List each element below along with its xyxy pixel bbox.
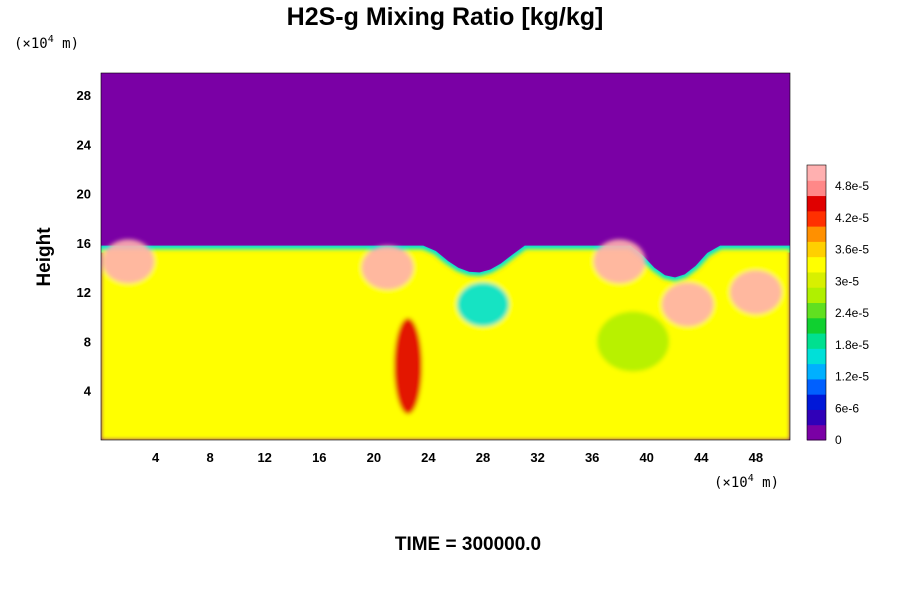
colorbar-tick-label: 4.2e-5 bbox=[835, 211, 869, 225]
colorbar-swatch bbox=[807, 195, 826, 212]
colorbar-swatch bbox=[807, 271, 826, 288]
y-tick-label: 24 bbox=[77, 137, 92, 152]
colorbar-tick-label: 2.4e-5 bbox=[835, 306, 869, 320]
field-feature bbox=[361, 245, 414, 290]
field-feature bbox=[729, 270, 782, 315]
colorbar-swatch bbox=[807, 210, 826, 227]
colorbar-swatch bbox=[807, 226, 826, 242]
y-unit-exponent: 4 bbox=[48, 34, 54, 45]
y-axis-ticks: 4 8 12 16 20 24 28 bbox=[77, 88, 92, 399]
y-tick-label: 4 bbox=[84, 384, 92, 399]
colorbar-frame bbox=[806, 164, 827, 441]
x-unit-label: (×104 m) bbox=[714, 473, 779, 491]
x-tick-label: 48 bbox=[749, 450, 763, 465]
x-unit-exponent: 4 bbox=[748, 473, 754, 484]
y-axis-label: Height bbox=[34, 227, 55, 287]
colorbar-swatch bbox=[807, 302, 826, 319]
colorbar-swatch bbox=[807, 394, 826, 410]
field-features bbox=[102, 239, 782, 415]
y-unit-prefix: (×10 bbox=[14, 36, 48, 52]
chart-title: H2S-g Mixing Ratio [kg/kg] bbox=[287, 3, 604, 31]
y-tick-label: 16 bbox=[77, 236, 91, 251]
colorbar-tick-label: 1.8e-5 bbox=[835, 338, 869, 352]
x-unit-prefix: (×10 bbox=[714, 475, 748, 491]
field-feature bbox=[597, 311, 670, 372]
y-unit-suffix: m) bbox=[54, 36, 79, 52]
colorbar-swatch bbox=[807, 165, 826, 181]
x-tick-label: 8 bbox=[206, 450, 213, 465]
x-tick-label: 36 bbox=[585, 450, 599, 465]
y-tick-label: 20 bbox=[77, 187, 91, 202]
x-unit-suffix: m) bbox=[754, 475, 779, 491]
colorbar-swatch bbox=[807, 241, 826, 258]
field-feature bbox=[661, 282, 714, 327]
colorbar-swatch bbox=[807, 333, 826, 349]
colorbar-swatch bbox=[807, 256, 826, 273]
colorbar-swatch bbox=[807, 363, 826, 380]
x-tick-label: 44 bbox=[694, 450, 709, 465]
lower-layer-fill bbox=[101, 249, 790, 440]
colorbar-swatch bbox=[807, 348, 826, 365]
colorbar-tick-label: 3.6e-5 bbox=[835, 243, 869, 257]
x-tick-label: 32 bbox=[530, 450, 544, 465]
colorbar-tick-label: 1.2e-5 bbox=[835, 370, 869, 384]
y-tick-label: 8 bbox=[84, 335, 91, 350]
field-feature bbox=[394, 318, 422, 415]
y-unit-label: (×104 m) bbox=[14, 34, 79, 52]
time-label: TIME = 300000.0 bbox=[395, 534, 541, 555]
colorbar-swatch bbox=[807, 317, 826, 334]
plot-area bbox=[101, 73, 790, 440]
colorbar-swatch bbox=[807, 424, 826, 441]
colorbar-tick-label: 0 bbox=[835, 433, 842, 447]
lower-layer bbox=[101, 239, 790, 440]
x-tick-label: 16 bbox=[312, 450, 326, 465]
colorbar-swatch bbox=[807, 378, 826, 395]
field-feature bbox=[457, 282, 509, 327]
field-feature bbox=[593, 239, 646, 284]
x-tick-label: 24 bbox=[421, 450, 436, 465]
colorbar-tick-label: 6e-6 bbox=[835, 401, 859, 415]
x-tick-label: 20 bbox=[367, 450, 381, 465]
colorbar-tick-label: 4.8e-5 bbox=[835, 179, 869, 193]
field-feature bbox=[102, 239, 155, 284]
colorbar: 0 6e-6 1.2e-5 1.8e-5 2.4e-5 3e-5 3.6e-5 4.2e-5 4… bbox=[806, 164, 869, 447]
colorbar-swatch bbox=[807, 287, 826, 303]
plot-frame bbox=[100, 72, 791, 441]
colorbar-swatch bbox=[807, 180, 826, 197]
x-axis-ticks: 4 8 12 16 20 24 28 32 36 40 44 48 bbox=[152, 450, 763, 465]
y-tick-label: 12 bbox=[77, 285, 91, 300]
colorbar-tick-label: 3e-5 bbox=[835, 274, 859, 288]
y-tick-label: 28 bbox=[77, 88, 91, 103]
x-tick-label: 28 bbox=[476, 450, 490, 465]
colorbar-swatch bbox=[807, 409, 826, 426]
x-tick-label: 12 bbox=[257, 450, 271, 465]
x-tick-label: 4 bbox=[152, 450, 160, 465]
x-tick-label: 40 bbox=[639, 450, 653, 465]
